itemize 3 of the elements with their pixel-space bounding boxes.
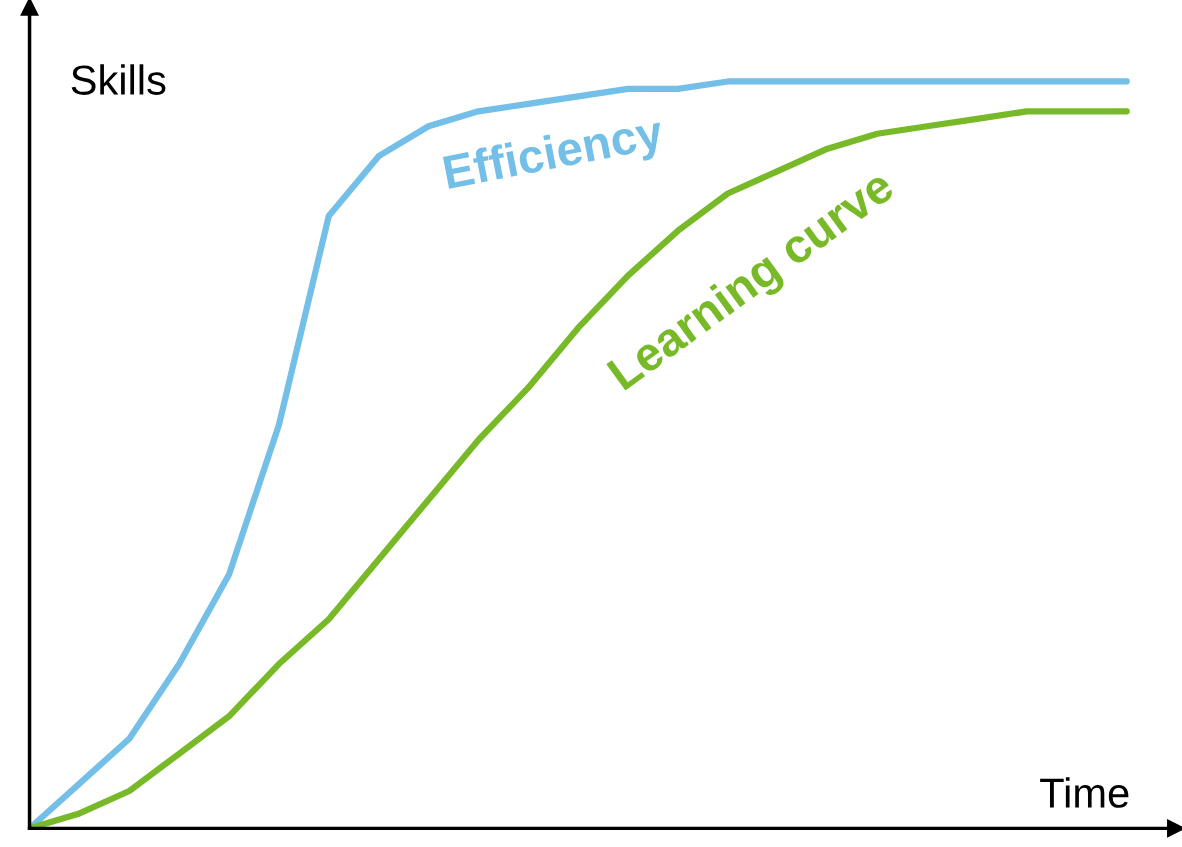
- y-axis-title: Skills: [71, 64, 166, 95]
- text: Efficiency: [442, 113, 667, 199]
- x-axis-title: Time: [1040, 777, 1129, 808]
